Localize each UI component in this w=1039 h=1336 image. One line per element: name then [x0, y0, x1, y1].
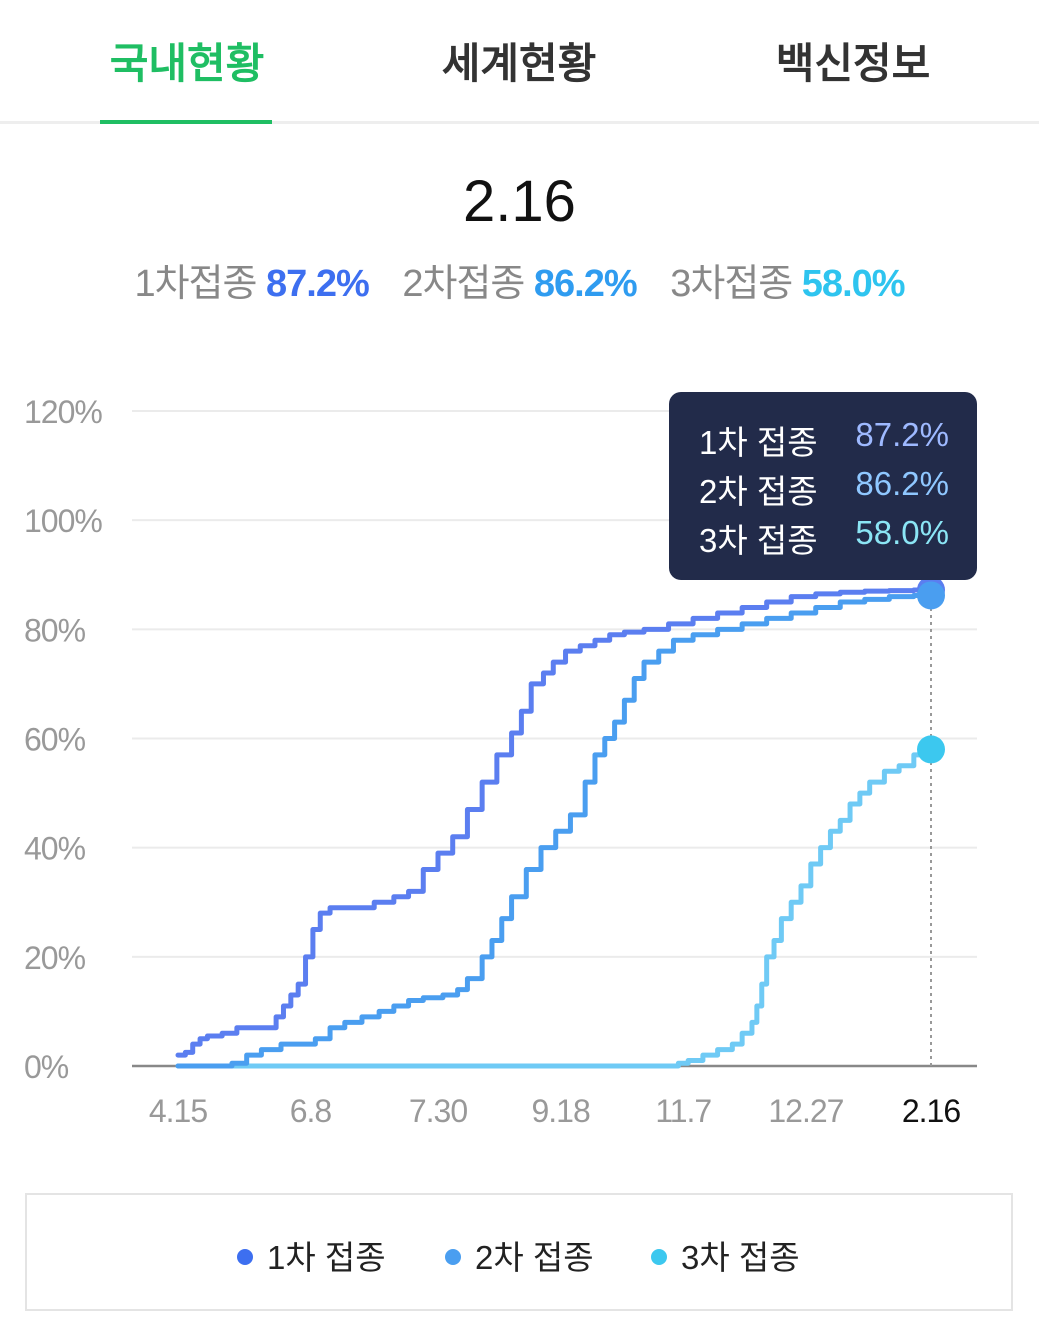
legend-item-dose3[interactable]: 3차 접종	[651, 1231, 800, 1279]
x-tick-label: 6.8	[290, 1093, 332, 1129]
tooltip-row-dose2: 2차 접종 86.2%	[699, 465, 949, 514]
summary-dose2-label: 2차접종	[402, 263, 525, 305]
series-end-point-3[interactable]	[917, 735, 945, 764]
summary-dose3-label: 3차접종	[670, 263, 793, 305]
legend-dot-dose3	[651, 1249, 667, 1265]
tab-world[interactable]: 세계현황	[441, 40, 597, 87]
y-tick-label: 100%	[24, 503, 102, 539]
vaccination-summary: 1차접종 87.2% 2차접종 86.2% 3차접종 58.0%	[0, 252, 1039, 307]
vaccination-line-chart[interactable]: 0% 20% 40% 60% 80% 100% 120% 4.15 6.8 7.30 9.18 11.…	[0, 380, 1039, 1160]
tooltip-dose3-label: 3차 접종	[699, 522, 818, 559]
tooltip-dose1-value: 87.2%	[855, 416, 949, 453]
y-tick-label: 0%	[24, 1049, 69, 1085]
chart-tooltip: 1차 접종 87.2% 2차 접종 86.2% 3차 접종 58.0%	[669, 392, 977, 580]
legend-item-dose2[interactable]: 2차 접종	[445, 1231, 594, 1279]
tab-vaccine-info[interactable]: 백신정보	[775, 40, 931, 87]
series-line-2	[175, 592, 934, 1069]
x-tick-label: 9.18	[531, 1093, 589, 1129]
summary-dose2-value: 86.2%	[533, 263, 638, 305]
series-end-point-2[interactable]	[917, 581, 945, 610]
series-line-3	[175, 746, 934, 1069]
y-tick-label: 120%	[24, 394, 102, 430]
tooltip-dose3-value: 58.0%	[855, 514, 949, 551]
legend-item-dose1[interactable]: 1차 접종	[237, 1231, 386, 1279]
tooltip-dose2-label: 2차 접종	[699, 473, 818, 510]
x-tick-label: 4.15	[149, 1093, 207, 1129]
chart-legend: 1차 접종 2차 접종 3차 접종	[25, 1193, 1013, 1311]
summary-dose3-value: 58.0%	[801, 263, 906, 305]
x-tick-label: 2.16	[902, 1093, 960, 1129]
summary-dose1-label: 1차접종	[134, 263, 257, 305]
tab-domestic[interactable]: 국내현황	[109, 40, 265, 87]
series-line-1	[175, 587, 934, 1058]
legend-label-dose1: 1차 접종	[267, 1239, 386, 1276]
legend-dot-dose2	[445, 1249, 461, 1265]
y-tick-label: 80%	[24, 612, 86, 648]
x-tick-label: 11.7	[655, 1093, 711, 1129]
x-tick-label: 12.27	[768, 1093, 843, 1129]
selected-date: 2.16	[463, 169, 576, 234]
summary-dose3: 3차접종 58.0%	[670, 263, 906, 305]
y-tick-label: 40%	[24, 831, 86, 867]
tab-bar: 국내현황 세계현황 백신정보	[0, 0, 1039, 124]
legend-label-dose3: 3차 접종	[681, 1239, 800, 1276]
tooltip-row-dose3: 3차 접종 58.0%	[699, 514, 949, 563]
y-tick-label: 20%	[24, 940, 86, 976]
summary-dose1: 1차접종 87.2%	[134, 263, 370, 305]
x-tick-label: 7.30	[409, 1093, 467, 1129]
active-tab-indicator	[100, 120, 272, 124]
summary-dose2: 2차접종 86.2%	[402, 263, 638, 305]
tooltip-dose2-value: 86.2%	[855, 465, 949, 502]
tooltip-dose1-label: 1차 접종	[699, 424, 818, 461]
tooltip-row-dose1: 1차 접종 87.2%	[699, 416, 949, 465]
summary-dose1-value: 87.2%	[266, 263, 370, 305]
legend-dot-dose1	[237, 1249, 253, 1265]
y-tick-label: 60%	[24, 722, 86, 758]
legend-label-dose2: 2차 접종	[475, 1239, 594, 1276]
